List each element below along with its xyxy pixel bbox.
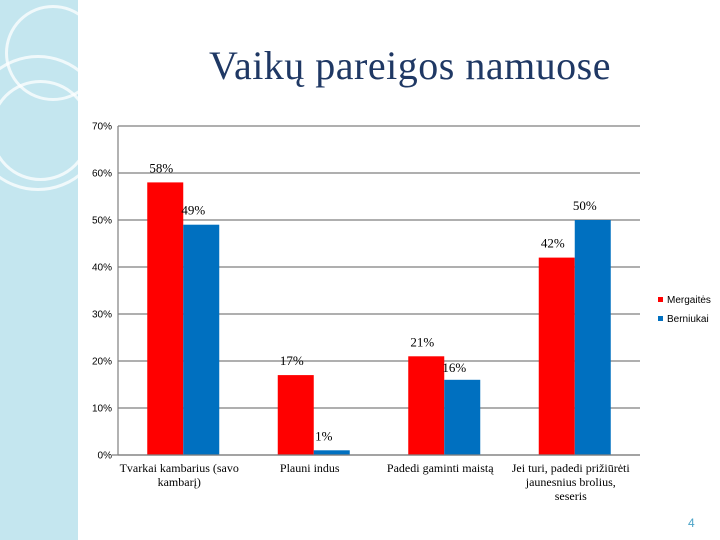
- slide-number: 4: [688, 516, 695, 530]
- x-category-label: Padedi gaminti maistą: [387, 461, 494, 475]
- y-tick-label: 70%: [92, 122, 112, 133]
- y-tick-label: 0%: [98, 451, 113, 462]
- y-tick-label: 10%: [92, 404, 112, 415]
- bar-boys: [574, 220, 611, 455]
- data-label: 1%: [315, 428, 333, 443]
- bar-girls: [408, 356, 445, 455]
- bar-boys: [313, 450, 350, 455]
- data-label: 17%: [280, 353, 304, 368]
- y-tick-label: 40%: [92, 263, 112, 274]
- legend-label: Mergaitės: [667, 295, 711, 306]
- data-label: 16%: [442, 360, 466, 375]
- slide-title: Vaikų pareigos namuose: [208, 43, 611, 88]
- bar-girls: [538, 257, 575, 455]
- data-label: 50%: [573, 198, 597, 213]
- y-tick-label: 30%: [92, 310, 112, 321]
- y-tick-label: 50%: [92, 216, 112, 227]
- y-tick-label: 20%: [92, 357, 112, 368]
- bar-boys: [444, 379, 481, 455]
- x-category-label: Tvarkai kambarius (savo kambarį): [120, 461, 239, 489]
- data-label: 49%: [181, 203, 205, 218]
- y-tick-label: 60%: [92, 169, 112, 180]
- x-category-label: Jei turi, padedi prižiūrėti jaunesnius br…: [512, 461, 631, 503]
- legend-swatch: [658, 316, 663, 321]
- bar-boys: [183, 224, 220, 455]
- data-label: 21%: [410, 334, 434, 349]
- data-label: 58%: [149, 160, 173, 175]
- legend-label: Berniukai: [667, 314, 709, 325]
- bar-girls: [277, 375, 314, 455]
- bar-girls: [147, 182, 184, 455]
- x-category-label: Plauni indus: [280, 461, 340, 475]
- legend-swatch: [658, 297, 663, 302]
- decorative-ring: [5, 5, 101, 101]
- data-label: 42%: [541, 236, 565, 251]
